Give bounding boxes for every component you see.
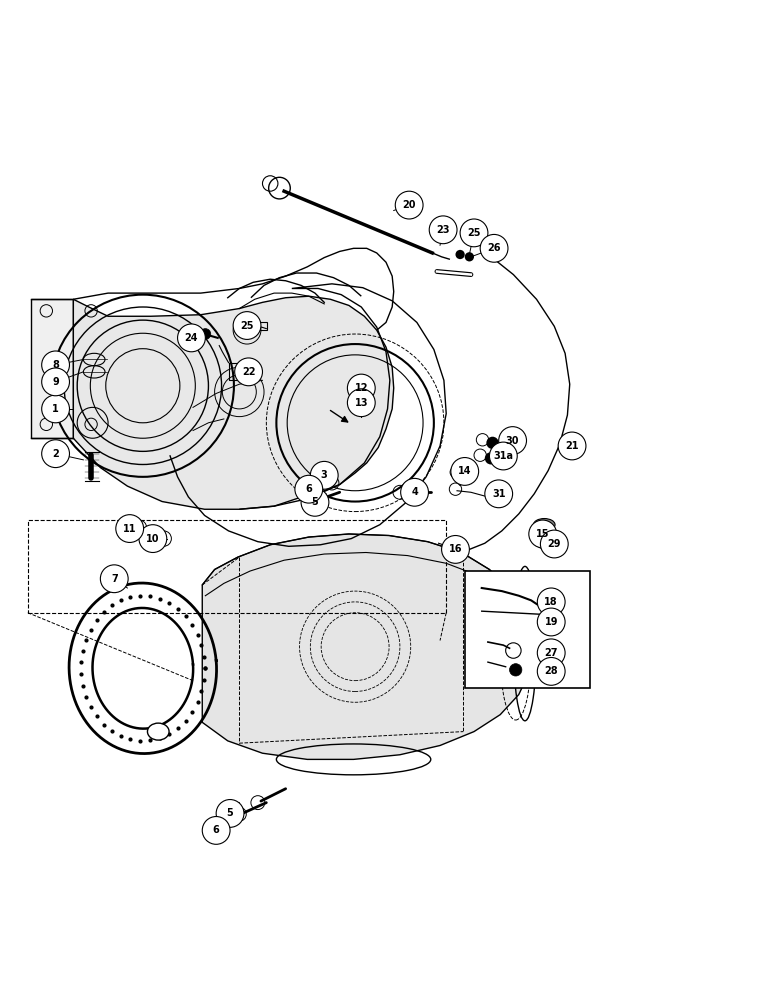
Text: 19: 19 bbox=[544, 617, 558, 627]
Text: 4: 4 bbox=[411, 487, 418, 497]
Circle shape bbox=[116, 515, 144, 542]
Circle shape bbox=[42, 351, 69, 379]
Text: 2: 2 bbox=[52, 449, 59, 459]
Text: 28: 28 bbox=[544, 666, 558, 676]
Circle shape bbox=[537, 588, 565, 616]
Circle shape bbox=[529, 520, 557, 548]
Circle shape bbox=[558, 432, 586, 460]
Circle shape bbox=[233, 312, 261, 339]
Circle shape bbox=[460, 219, 488, 247]
Circle shape bbox=[485, 452, 497, 464]
Circle shape bbox=[486, 437, 499, 449]
Circle shape bbox=[510, 664, 522, 676]
Text: 8: 8 bbox=[52, 360, 59, 370]
Circle shape bbox=[395, 191, 423, 219]
Circle shape bbox=[485, 480, 513, 508]
Text: 14: 14 bbox=[458, 466, 472, 476]
Ellipse shape bbox=[533, 519, 555, 531]
Circle shape bbox=[537, 639, 565, 667]
Text: 29: 29 bbox=[547, 539, 561, 549]
Circle shape bbox=[489, 442, 517, 470]
Text: 1: 1 bbox=[52, 404, 59, 414]
Text: 3: 3 bbox=[321, 470, 327, 480]
Text: 25: 25 bbox=[467, 228, 481, 238]
Text: 9: 9 bbox=[52, 377, 59, 387]
Circle shape bbox=[540, 530, 568, 558]
Circle shape bbox=[480, 234, 508, 262]
Text: 16: 16 bbox=[449, 544, 462, 554]
Circle shape bbox=[347, 389, 375, 417]
Polygon shape bbox=[202, 534, 531, 759]
Text: 18: 18 bbox=[544, 597, 558, 607]
Text: 20: 20 bbox=[402, 200, 416, 210]
Circle shape bbox=[429, 216, 457, 244]
Circle shape bbox=[295, 475, 323, 503]
Circle shape bbox=[42, 368, 69, 396]
Circle shape bbox=[42, 395, 69, 423]
Circle shape bbox=[301, 488, 329, 516]
Text: 21: 21 bbox=[565, 441, 579, 451]
Polygon shape bbox=[73, 296, 394, 509]
Circle shape bbox=[216, 800, 244, 827]
Circle shape bbox=[100, 565, 128, 593]
Text: 13: 13 bbox=[354, 398, 368, 408]
Circle shape bbox=[442, 536, 469, 563]
Text: 25: 25 bbox=[240, 321, 254, 331]
Text: 31: 31 bbox=[492, 489, 506, 499]
Circle shape bbox=[356, 397, 367, 408]
Circle shape bbox=[465, 252, 474, 261]
Text: 27: 27 bbox=[544, 648, 558, 658]
Text: 6: 6 bbox=[306, 484, 312, 494]
Circle shape bbox=[178, 324, 205, 352]
Ellipse shape bbox=[531, 525, 550, 539]
Text: 26: 26 bbox=[487, 243, 501, 253]
Circle shape bbox=[451, 458, 479, 485]
Text: 12: 12 bbox=[354, 383, 368, 393]
Circle shape bbox=[401, 478, 428, 506]
Text: 31a: 31a bbox=[493, 451, 513, 461]
Circle shape bbox=[235, 358, 262, 386]
Text: 22: 22 bbox=[242, 367, 256, 377]
Text: 15: 15 bbox=[536, 529, 550, 539]
Text: 6: 6 bbox=[213, 825, 219, 835]
Ellipse shape bbox=[147, 723, 169, 740]
Bar bbox=[258, 322, 267, 330]
Bar bbox=[28, 520, 446, 613]
Circle shape bbox=[455, 250, 465, 259]
Text: 11: 11 bbox=[123, 524, 137, 534]
Text: 5: 5 bbox=[227, 808, 233, 818]
Circle shape bbox=[200, 329, 211, 339]
Circle shape bbox=[537, 608, 565, 636]
Text: 30: 30 bbox=[506, 436, 520, 446]
Circle shape bbox=[347, 374, 375, 402]
Circle shape bbox=[139, 525, 167, 552]
Text: 23: 23 bbox=[436, 225, 450, 235]
Text: 24: 24 bbox=[185, 333, 198, 343]
Circle shape bbox=[310, 461, 338, 489]
Bar bbox=[465, 571, 590, 688]
Circle shape bbox=[537, 657, 565, 685]
Text: 10: 10 bbox=[146, 534, 160, 544]
Circle shape bbox=[42, 440, 69, 468]
Circle shape bbox=[499, 427, 527, 454]
Polygon shape bbox=[31, 299, 73, 438]
Circle shape bbox=[202, 817, 230, 844]
Text: 7: 7 bbox=[111, 574, 117, 584]
Text: 5: 5 bbox=[312, 497, 318, 507]
